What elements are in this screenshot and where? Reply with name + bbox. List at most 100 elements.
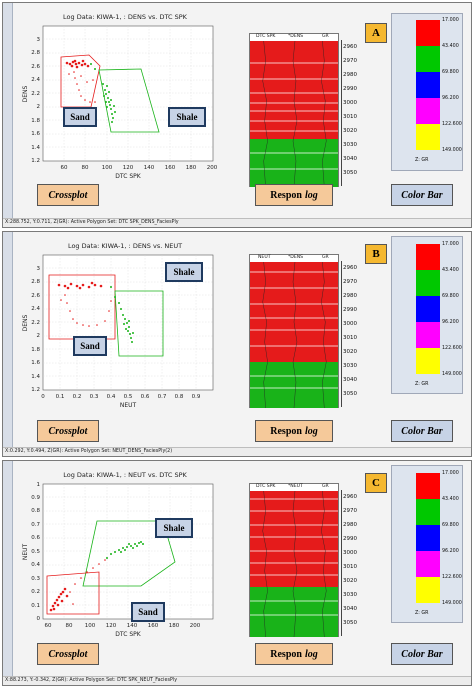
x-tick: 160 <box>165 165 176 171</box>
color-bar-caption: Color Bar <box>391 420 453 442</box>
sand-points <box>65 59 96 103</box>
depth-label: 3040 <box>343 377 357 383</box>
y-tick: 2.6 <box>31 64 40 70</box>
y-tick: 1.6 <box>31 360 40 366</box>
respon-log-track[interactable]: NEUT *DENS GR <box>249 254 339 408</box>
depth-label: 3050 <box>343 620 357 626</box>
shale-polygon[interactable] <box>114 290 164 357</box>
y-tick: 2.8 <box>31 50 40 56</box>
y-tick: 2.2 <box>31 91 40 97</box>
depth-label: 3010 <box>343 114 357 120</box>
color-bar[interactable] <box>416 244 440 374</box>
shale-polygon[interactable] <box>98 68 160 133</box>
facies-log-column <box>250 41 338 187</box>
x-tick: 0.1 <box>56 394 65 400</box>
x-tick: 0.2 <box>73 394 82 400</box>
x-tick: 0.8 <box>175 394 184 400</box>
x-tick: 0.7 <box>158 394 167 400</box>
depth-label: 3020 <box>343 578 357 584</box>
x-tick: 200 <box>190 623 201 629</box>
track-header: DTC SPK <box>256 484 276 489</box>
x-tick: 0.6 <box>141 394 150 400</box>
color-bar[interactable] <box>416 20 440 150</box>
y-tick: 0.6 <box>31 535 40 541</box>
y-tick: 2 <box>37 333 41 339</box>
y-tick: 0.7 <box>31 522 40 528</box>
y-tick: 2.4 <box>31 306 40 312</box>
y-tick: 1.8 <box>31 347 40 353</box>
track-header: GR <box>322 484 329 489</box>
track-header: GR <box>322 255 329 260</box>
depth-label: 2990 <box>343 307 357 313</box>
shale-label: Shale <box>155 518 193 538</box>
sand-points <box>57 281 112 327</box>
depth-label: 3010 <box>343 335 357 341</box>
sand-polygon[interactable] <box>48 274 116 340</box>
y-tick: 1 <box>37 482 41 488</box>
depth-label: 2970 <box>343 508 357 514</box>
x-tick: 80 <box>66 623 73 629</box>
x-axis-label: DTC SPK <box>115 631 141 638</box>
respon-log-caption: Respon log <box>255 643 333 665</box>
color-tick: 149.000 <box>442 148 462 153</box>
shale-points <box>106 541 144 559</box>
x-axis-label: NEUT <box>120 402 137 409</box>
color-tick: 96.200 <box>442 549 459 554</box>
track-header: GR <box>322 34 329 39</box>
shale-polygon[interactable] <box>82 520 176 587</box>
x-tick: 60 <box>61 165 68 171</box>
depth-axis <box>341 261 342 407</box>
track-header: *DENS <box>288 255 304 260</box>
crossplot-caption: Crossplot <box>37 643 99 665</box>
y-tick: 2.4 <box>31 77 40 83</box>
left-toolbar[interactable] <box>3 3 13 227</box>
left-toolbar[interactable] <box>3 232 13 456</box>
y-tick: 0 <box>37 616 41 622</box>
color-bar-z-label: Z: GR <box>415 382 429 387</box>
track-header: DTC SPK <box>256 34 276 39</box>
sand-label: Sand <box>63 107 97 127</box>
shale-label: Shale <box>168 107 206 127</box>
y-tick: 1.6 <box>31 131 40 137</box>
y-tick: 2.8 <box>31 279 40 285</box>
x-tick: 160 <box>148 623 159 629</box>
depth-label: 3020 <box>343 128 357 134</box>
color-tick: 96.200 <box>442 96 459 101</box>
track-header: NEUT <box>258 255 271 260</box>
depth-label: 3030 <box>343 592 357 598</box>
status-bar: X:88.273, Y:-0.342, Z(GR): Active Polygo… <box>3 676 471 685</box>
respon-log-track[interactable]: DTC SPK *NEUT GR <box>249 483 339 637</box>
y-axis-label: DENS <box>22 314 29 331</box>
color-bar[interactable] <box>416 473 440 603</box>
y-tick: 1.4 <box>31 374 40 380</box>
x-tick: 0.4 <box>107 394 116 400</box>
y-tick: 2.2 <box>31 320 40 326</box>
facies-log-column <box>250 262 338 408</box>
x-tick: 0.9 <box>192 394 201 400</box>
crossplot-chart[interactable]: Log Data: KIWA-1, : NEUT vs. DTC SPK 1 0… <box>15 464 220 649</box>
color-tick: 17.000 <box>442 18 459 23</box>
depth-label: 2980 <box>343 293 357 299</box>
depth-label: 2990 <box>343 86 357 92</box>
depth-label: 3040 <box>343 606 357 612</box>
color-tick: 122.600 <box>442 122 462 127</box>
x-tick: 180 <box>186 165 197 171</box>
chart-title: Log Data: KIWA-1, : DENS vs. DTC SPK <box>63 13 188 21</box>
left-toolbar[interactable] <box>3 461 13 685</box>
crossplot-panel-c: Log Data: KIWA-1, : NEUT vs. DTC SPK 1 0… <box>2 460 472 686</box>
depth-label: 3050 <box>343 391 357 397</box>
crossplot-chart[interactable]: Log Data: KIWA-1, : DENS vs. NEUT 3 2.8 … <box>15 235 220 420</box>
sand-polygon[interactable] <box>60 54 101 108</box>
sand-points <box>49 559 106 612</box>
x-tick: 80 <box>82 165 89 171</box>
shale-points <box>90 63 116 123</box>
depth-label: 2970 <box>343 279 357 285</box>
crossplot-chart[interactable]: Log Data: KIWA-1, : DENS vs. DTC SPK 3 2… <box>15 6 220 191</box>
respon-log-track[interactable]: DTC SPK *DENS GR <box>249 33 339 187</box>
y-tick: 1.2 <box>31 158 40 164</box>
color-tick: 43.400 <box>442 497 459 502</box>
y-tick: 0.4 <box>31 562 40 568</box>
x-tick: 140 <box>127 623 138 629</box>
sand-polygon[interactable] <box>46 571 100 615</box>
panel-badge: C <box>365 473 387 493</box>
